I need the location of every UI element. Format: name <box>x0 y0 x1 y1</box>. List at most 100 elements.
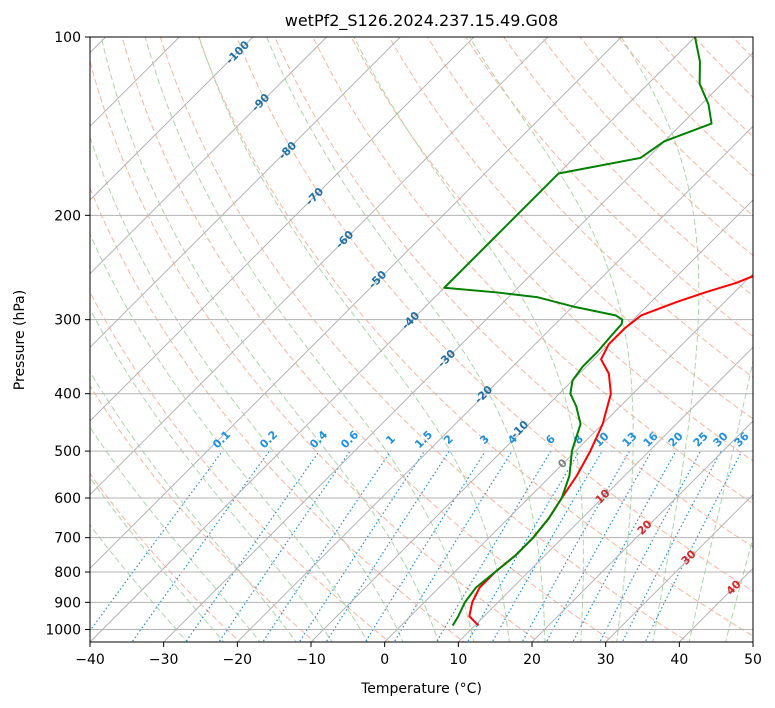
mixing-ratio-label: 1 <box>383 432 398 447</box>
moist-adiabat-label: -20 <box>472 383 495 406</box>
mixing-ratio-label: 25 <box>691 430 711 450</box>
mixing-ratio-label: 0.4 <box>307 428 330 451</box>
dry-adiabat-line <box>350 37 753 462</box>
dry-adiabat-line <box>541 37 753 257</box>
isotherm-line <box>90 37 328 275</box>
moist-adiabat-line <box>90 308 333 642</box>
mixing-ratio-label: 6 <box>543 432 558 447</box>
y-tick-label: 200 <box>54 208 81 224</box>
x-tick-label: 50 <box>744 652 762 668</box>
x-axis-label: Temperature (°C) <box>360 681 482 697</box>
isotherm-line <box>457 346 753 642</box>
moist-adiabat-line <box>90 135 404 642</box>
y-tick-label: 600 <box>54 491 81 507</box>
isotherm-line <box>90 37 622 570</box>
warm-adiabat-label: 30 <box>679 547 699 567</box>
plot-area: -100-90-80-70-60-50-40-30-20-10010203040… <box>90 24 775 645</box>
mixing-ratio-line <box>218 450 351 642</box>
y-tick-label: 700 <box>54 531 81 547</box>
y-axis-ticks: 100 200 300 400 500 600 700 800 900 1000 <box>45 30 90 638</box>
moist-adiabat-line <box>90 370 297 642</box>
moist-adiabat-line <box>353 37 584 642</box>
y-tick-label: 100 <box>54 30 81 46</box>
plot-frame <box>89 36 754 643</box>
x-tick-label: −10 <box>296 652 326 668</box>
y-tick-label: 500 <box>54 444 81 460</box>
chart-title: wetPf2_S126.2024.237.15.49.G08 <box>285 11 559 31</box>
dry-adiabat-line <box>236 37 753 592</box>
mixing-ratio-label: 0.1 <box>210 428 233 451</box>
isotherm-line <box>236 125 753 642</box>
x-tick-label: 10 <box>449 652 467 668</box>
y-tick-label: 1000 <box>45 622 81 638</box>
mixing-ratio-line <box>435 450 552 642</box>
profile-series <box>443 37 753 627</box>
isotherm-gridlines <box>90 37 753 642</box>
moist-adiabat-line <box>266 37 546 642</box>
isotherm-line <box>90 37 254 201</box>
x-tick-label: −40 <box>75 652 105 668</box>
y-tick-label: 300 <box>54 313 81 329</box>
moist-adiabat-line <box>144 37 475 642</box>
dry-adiabat-line <box>758 24 775 645</box>
isotherm-line <box>90 37 696 642</box>
isotherm-line <box>678 567 753 642</box>
dry-adiabat-line <box>388 37 753 420</box>
isotherm-line <box>90 37 549 496</box>
dry-adiabat-line <box>579 37 753 217</box>
moist-adiabat-line <box>90 233 369 642</box>
moist-adiabat-label: -80 <box>276 139 299 162</box>
isotherm-line <box>531 420 753 642</box>
moist-adiabat-line <box>90 524 188 642</box>
moist-adiabat-line <box>620 37 700 642</box>
x-tick-label: 30 <box>597 652 615 668</box>
dry-adiabat-line <box>90 291 391 642</box>
profile-line <box>443 37 713 627</box>
isotherm-line <box>605 493 753 642</box>
dry-adiabat-line <box>90 472 241 642</box>
mixing-ratio-label: 36 <box>732 429 752 449</box>
moist-adiabat-line <box>198 37 510 642</box>
y-tick-label: 900 <box>54 595 81 611</box>
isotherm-line <box>384 272 753 642</box>
x-axis-ticks: −40 −30 −20 −10 0 10 20 30 40 50 <box>75 642 762 668</box>
warm-adiabat-label: 10 <box>593 486 613 506</box>
mixing-ratio-label: 16 <box>641 429 661 449</box>
moist-adiabat-line <box>90 426 261 642</box>
y-axis-label: Pressure (hPa) <box>12 290 28 390</box>
mixing-ratio-line <box>599 450 702 642</box>
dry-adiabat-line <box>731 37 753 59</box>
isotherm-line <box>90 37 475 422</box>
dry-adiabat-line <box>197 37 753 637</box>
mixing-ratio-line <box>572 450 677 642</box>
moist-adiabat-line <box>469 37 634 642</box>
isotherm-line <box>752 641 753 642</box>
isotherm-line <box>163 51 753 642</box>
x-tick-label: 0 <box>380 652 389 668</box>
y-tick-label: 800 <box>54 565 81 581</box>
dry-adiabats <box>90 24 775 645</box>
moist-adiabat-line <box>725 536 753 642</box>
mixing-ratio-label: 20 <box>666 429 686 449</box>
x-tick-label: −30 <box>149 652 179 668</box>
x-tick-label: −20 <box>223 652 253 668</box>
dry-adiabat-line <box>426 37 753 378</box>
moist-adiabat-label: -50 <box>366 268 389 291</box>
mixing-ratio-line <box>644 450 743 642</box>
dry-adiabat-line <box>464 37 753 337</box>
x-tick-label: 40 <box>670 652 688 668</box>
mixing-ratio-label: 13 <box>620 430 640 450</box>
moist-adiabat-line <box>100 37 439 642</box>
moist-adiabat-line <box>90 476 225 642</box>
dry-adiabat-line <box>503 37 753 297</box>
isotherm-line <box>90 37 401 349</box>
y-tick-label: 400 <box>54 387 81 403</box>
mixing-ratio-label: 2 <box>441 432 456 447</box>
isobar-gridlines <box>90 37 753 630</box>
mixing-ratio-label: 0.2 <box>257 428 280 451</box>
x-tick-label: 20 <box>523 652 541 668</box>
dry-adiabat-line <box>90 59 540 642</box>
dry-adiabat-line <box>90 384 316 642</box>
moist-adiabats <box>90 37 753 642</box>
